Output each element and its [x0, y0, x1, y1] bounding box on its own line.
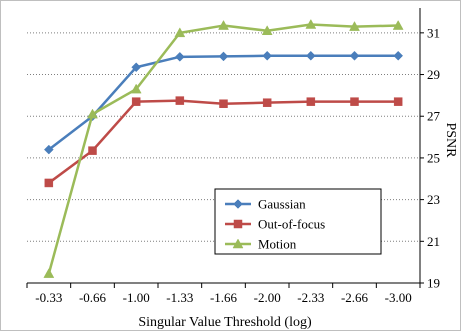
- data-point-out-of-focus: [88, 146, 97, 155]
- y-tick-label: 21: [427, 234, 440, 249]
- y-tick-label: 31: [427, 25, 440, 40]
- x-tick-label: -1.33: [166, 290, 193, 305]
- y-tick-label: 29: [427, 67, 440, 82]
- data-point-out-of-focus: [175, 96, 185, 105]
- legend-item-out-of-focus: Out-of-focus: [225, 217, 325, 232]
- data-point-motion: [87, 108, 98, 119]
- data-point-gaussian: [43, 144, 54, 155]
- data-point-gaussian: [349, 50, 360, 61]
- y-tick-label: 23: [427, 192, 440, 207]
- legend-swatch-marker: [232, 238, 244, 249]
- x-tick-label: -3.00: [385, 290, 412, 305]
- y-axis-title: PSNR: [443, 122, 458, 158]
- x-tick-labels: -0.33 -0.66 -1.00 -1.33 -1.66 -2.00 -2.33 -2.66…: [35, 290, 411, 305]
- x-axis-title: Singular Value Threshold (log): [138, 315, 312, 330]
- y-tick-label: 25: [427, 150, 440, 165]
- series-out-of-focus: [44, 96, 403, 188]
- data-point-motion: [392, 20, 404, 30]
- data-point-motion: [130, 83, 142, 94]
- x-tick-label: -2.00: [254, 290, 281, 305]
- y-tick-labels: 19 21 23 25 27 29 31: [427, 25, 441, 290]
- x-tick-label: -0.33: [35, 290, 62, 305]
- data-point-motion: [174, 27, 186, 38]
- data-point-gaussian: [131, 62, 142, 73]
- data-point-out-of-focus: [219, 99, 228, 108]
- data-point-out-of-focus: [393, 97, 403, 106]
- data-point-gaussian: [218, 51, 229, 62]
- data-point-motion: [218, 20, 229, 30]
- data-point-motion: [305, 18, 317, 29]
- data-point-gaussian: [393, 50, 404, 61]
- series-motion: [43, 18, 404, 278]
- y-tick-label: 19: [427, 276, 440, 291]
- data-point-out-of-focus: [262, 98, 272, 107]
- legend-label: Motion: [258, 237, 297, 252]
- data-point-motion: [43, 268, 55, 278]
- data-point-gaussian: [262, 50, 273, 61]
- data-point-out-of-focus: [306, 97, 316, 106]
- data-point-gaussian: [174, 51, 185, 62]
- data-series: [43, 18, 404, 278]
- x-tick-label: -1.66: [210, 290, 238, 305]
- x-tick-label: -1.00: [123, 290, 150, 305]
- legend-label: Out-of-focus: [258, 217, 325, 232]
- legend-item-motion: Motion: [225, 237, 297, 252]
- x-tick-label: -0.66: [79, 290, 107, 305]
- data-point-motion: [261, 25, 273, 36]
- data-point-out-of-focus: [350, 97, 359, 106]
- x-tick-label: -2.33: [297, 290, 324, 305]
- x-tick-label: -2.66: [341, 290, 369, 305]
- data-point-out-of-focus: [131, 97, 141, 106]
- y-tick-label: 27: [427, 109, 441, 124]
- legend-label: Gaussian: [258, 197, 306, 212]
- data-point-out-of-focus: [44, 178, 54, 188]
- data-point-motion: [349, 21, 360, 31]
- legend: Gaussian Out-of-focus Motion: [214, 188, 382, 255]
- legend-item-gaussian: Gaussian: [225, 197, 306, 212]
- axes: [26, 8, 424, 288]
- legend-swatch-marker: [233, 219, 243, 229]
- legend-swatch-marker: [233, 199, 243, 209]
- data-point-gaussian: [305, 50, 316, 61]
